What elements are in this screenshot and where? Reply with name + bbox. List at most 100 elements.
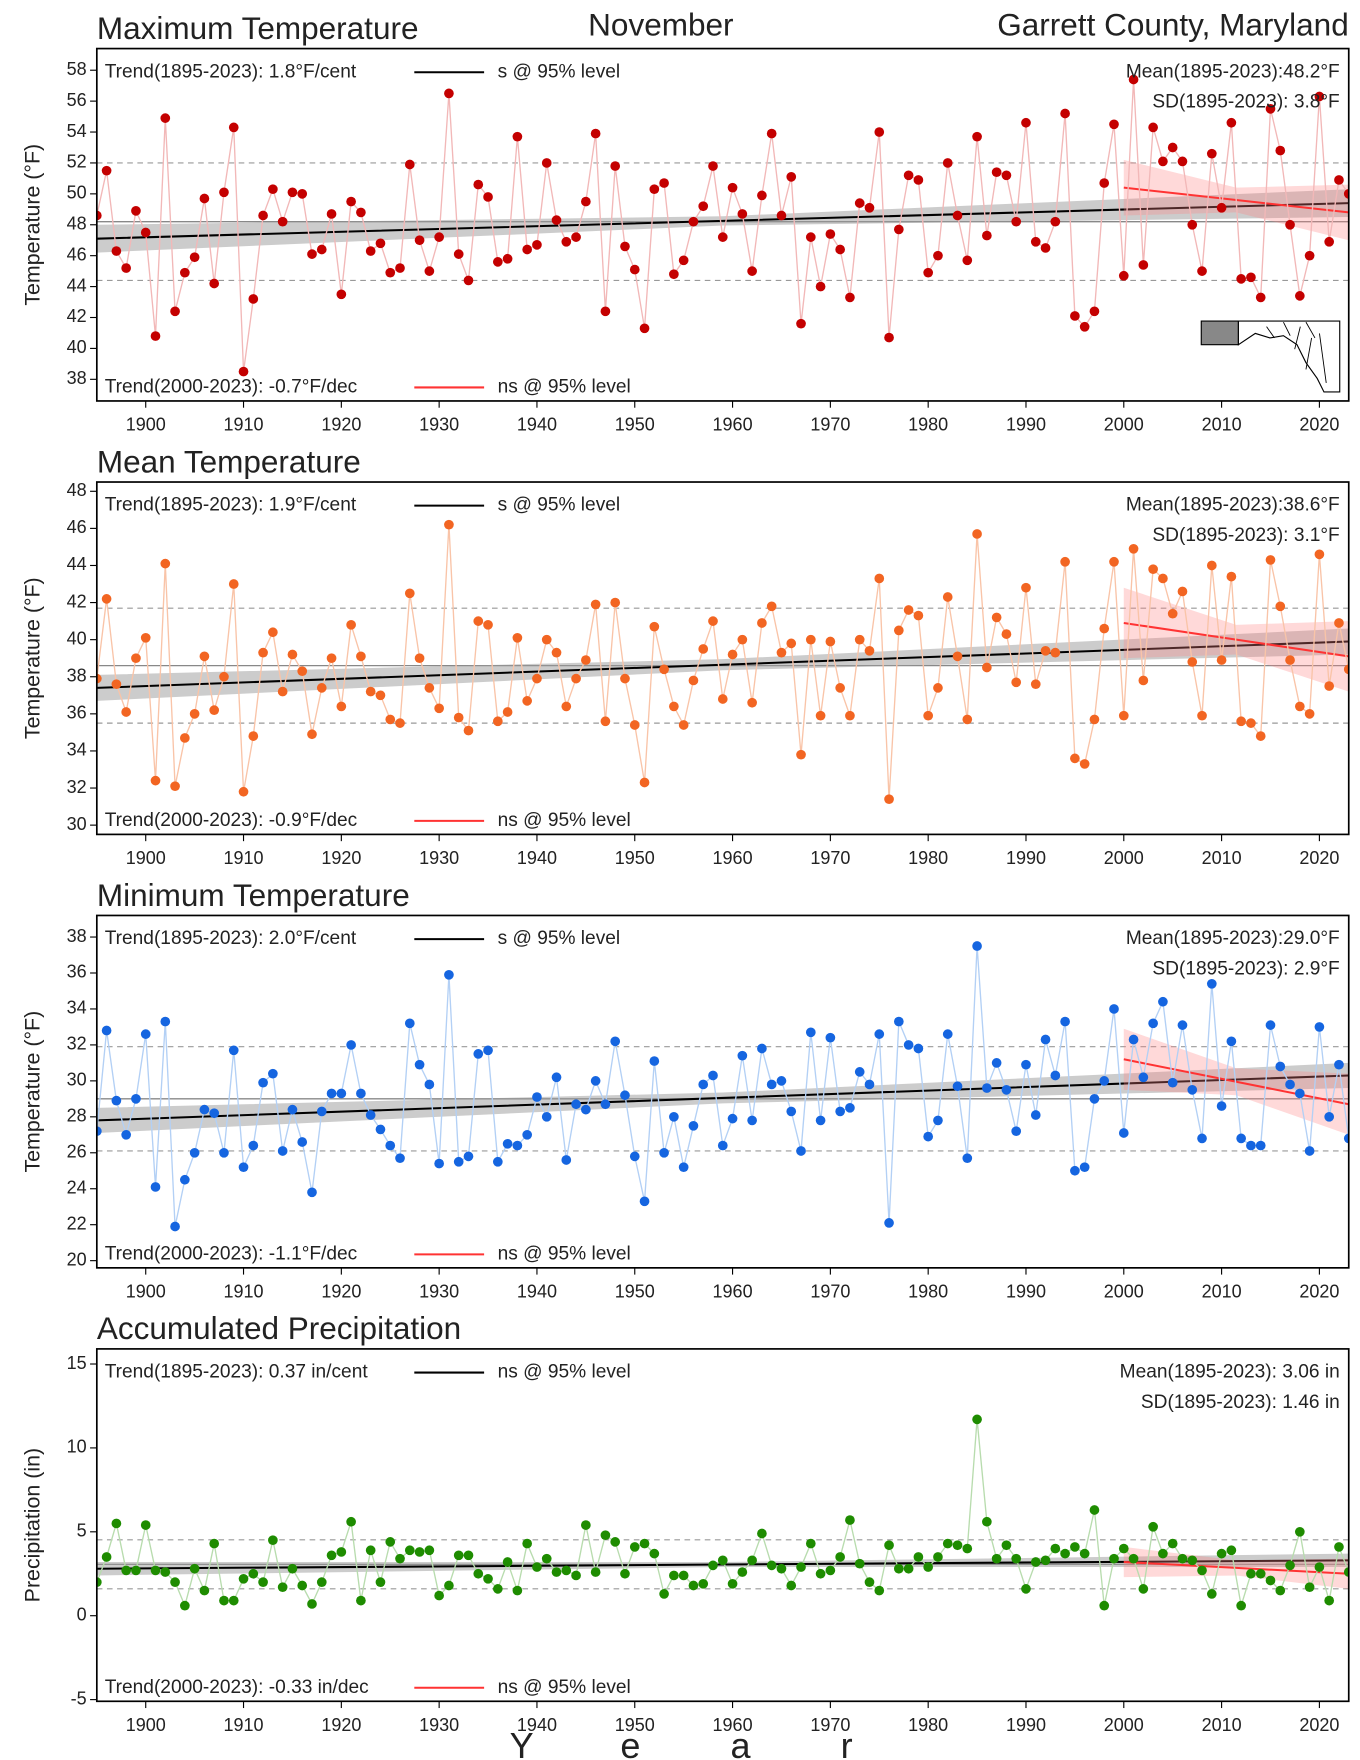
data-point — [864, 1577, 875, 1587]
data-point — [639, 1196, 650, 1207]
data-point — [796, 749, 806, 760]
data-point — [1324, 236, 1335, 247]
data-point — [1275, 145, 1286, 156]
data-point — [1030, 679, 1041, 690]
data-point — [1226, 1036, 1237, 1047]
data-point — [1118, 1128, 1129, 1138]
data-point — [1206, 978, 1217, 989]
data-point — [1255, 1568, 1266, 1579]
data-point — [326, 209, 337, 219]
data-point — [1177, 586, 1188, 597]
data-point — [590, 599, 601, 610]
data-point — [326, 1550, 337, 1561]
data-point — [962, 1153, 973, 1164]
x-tick-label: 1970 — [810, 1715, 850, 1735]
data-point — [1118, 270, 1129, 281]
data-point — [972, 1414, 982, 1425]
data-point — [1011, 1553, 1022, 1564]
data-point — [228, 1045, 239, 1056]
data-point — [1021, 1059, 1031, 1070]
data-point — [776, 210, 787, 221]
data-point — [444, 519, 454, 530]
y-tick-label: 38 — [67, 666, 87, 686]
data-point — [747, 1555, 757, 1566]
data-point — [874, 1029, 885, 1039]
data-point — [659, 1589, 669, 1599]
y-axis-label: Temperature (°F) — [20, 1011, 44, 1173]
data-point — [669, 1570, 679, 1581]
data-point — [942, 1538, 953, 1549]
data-point — [874, 1585, 885, 1596]
x-tick-label: 1920 — [321, 1715, 361, 1735]
data-point — [1216, 1548, 1227, 1559]
data-point — [1324, 1595, 1335, 1606]
data-point — [434, 1590, 444, 1601]
data-point — [160, 113, 171, 123]
data-point — [708, 616, 718, 626]
data-point — [424, 1079, 435, 1090]
data-point — [942, 158, 953, 168]
data-point — [502, 707, 513, 717]
data-point — [238, 366, 249, 377]
data-point — [639, 777, 650, 788]
data-point — [277, 1146, 288, 1156]
data-point — [942, 1029, 953, 1039]
data-point — [835, 1552, 845, 1562]
y-tick-label: 34 — [67, 998, 87, 1018]
y-tick-label: 24 — [67, 1177, 87, 1197]
data-point — [1040, 645, 1051, 656]
data-point — [1236, 1600, 1246, 1611]
data-point — [825, 229, 836, 239]
data-point — [228, 122, 239, 133]
plot-area — [96, 74, 1349, 377]
data-point — [268, 1068, 278, 1079]
data-point — [776, 1076, 787, 1086]
data-point — [180, 733, 190, 743]
x-tick-label: 1940 — [517, 848, 557, 868]
x-tick-label: 1970 — [810, 414, 850, 434]
data-point — [268, 184, 278, 195]
data-point — [620, 673, 630, 684]
data-point — [268, 1535, 278, 1546]
data-point — [1187, 1085, 1198, 1095]
data-point — [219, 1595, 229, 1606]
data-point — [1343, 664, 1349, 675]
data-point — [404, 159, 415, 170]
data-point — [131, 1094, 141, 1104]
trend-text: Trend(2000-2023): -1.1°F/dec — [105, 1243, 358, 1264]
data-point — [1011, 677, 1022, 688]
data-point — [180, 267, 190, 278]
x-tick-label: 1930 — [419, 1715, 459, 1735]
data-point — [444, 1580, 454, 1591]
data-point — [150, 331, 161, 341]
data-point — [854, 634, 865, 645]
data-point — [228, 579, 239, 589]
data-point — [805, 232, 816, 242]
data-point — [1070, 753, 1080, 764]
data-point — [551, 1567, 562, 1577]
x-tick-label: 1910 — [224, 1281, 264, 1301]
data-point — [952, 1540, 963, 1551]
y-tick-label: 10 — [67, 1437, 87, 1457]
data-point — [111, 246, 122, 256]
data-point — [1197, 1565, 1207, 1576]
data-point — [893, 625, 904, 636]
data-point — [258, 1077, 268, 1088]
data-point — [757, 1043, 767, 1054]
data-point — [1334, 1059, 1344, 1070]
data-point — [923, 1562, 934, 1572]
data-point — [991, 1553, 1002, 1564]
data-point — [1050, 1543, 1061, 1554]
data-point — [786, 172, 797, 182]
data-point — [991, 167, 1002, 178]
y-tick-label: -5 — [71, 1688, 87, 1708]
data-point — [473, 1049, 484, 1059]
data-point — [737, 634, 748, 645]
data-point — [219, 1147, 229, 1158]
data-point — [1158, 1548, 1168, 1559]
data-point — [189, 1147, 200, 1158]
data-point — [395, 263, 405, 273]
data-point — [336, 1088, 347, 1099]
data-point — [629, 720, 640, 730]
data-point — [717, 1140, 728, 1151]
